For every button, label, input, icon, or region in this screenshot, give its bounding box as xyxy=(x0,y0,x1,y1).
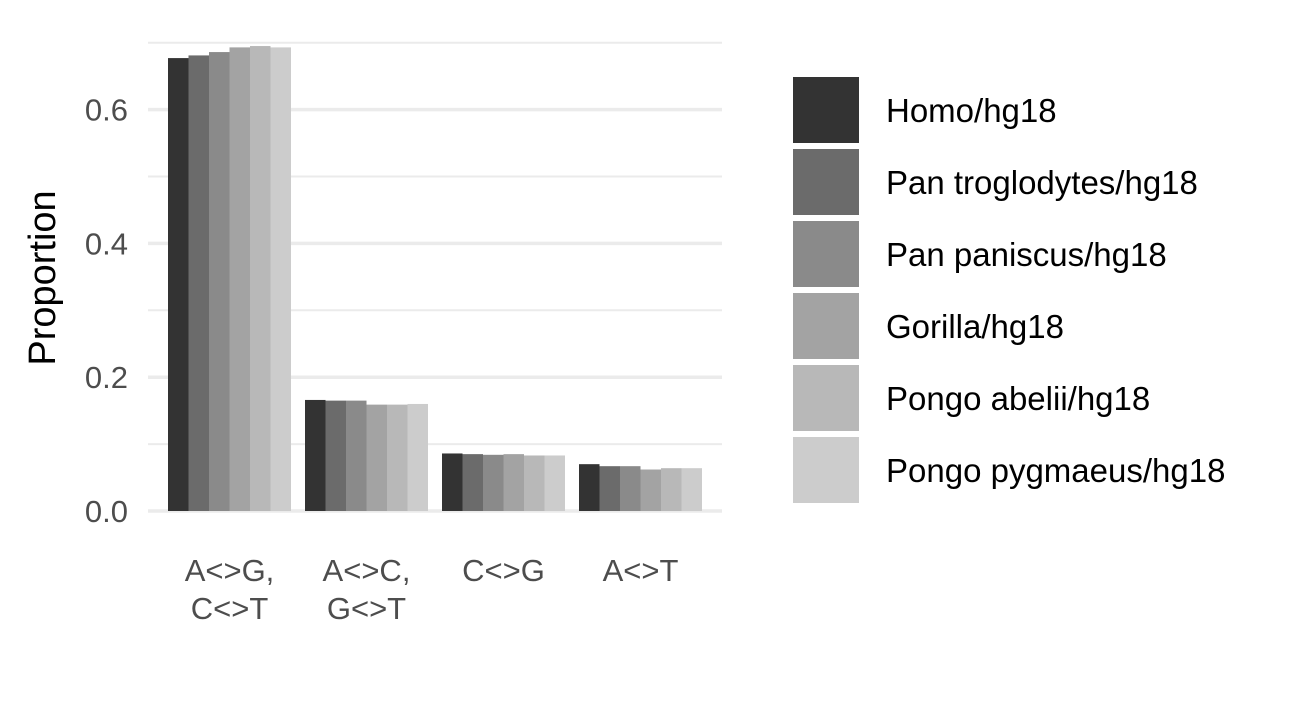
x-axis-ticks: A<>G,C<>T A<>C,G<>T C<>G A<>T xyxy=(185,553,679,626)
bar-2-category-1 xyxy=(188,55,209,511)
bar-6-category-2 xyxy=(407,403,428,511)
y-axis-title: Proportion xyxy=(22,190,64,365)
y-tick-label: 0.4 xyxy=(85,226,128,261)
legend-key xyxy=(793,77,859,143)
bar-1-category-1 xyxy=(168,58,189,511)
bar-1-category-2 xyxy=(305,399,326,511)
x-tick-label: A<>T xyxy=(603,553,679,588)
legend-label: Pan troglodytes/hg18 xyxy=(886,164,1198,201)
y-tick-label: 0.0 xyxy=(85,494,128,529)
bar-6-category-3 xyxy=(544,455,565,511)
legend-label: Pan paniscus/hg18 xyxy=(886,236,1167,273)
bar-4-category-3 xyxy=(503,454,524,511)
y-axis-ticks: 0.0 0.2 0.4 0.6 xyxy=(85,93,128,529)
bar-1-category-4 xyxy=(579,464,600,511)
legend: Homo/hg18 Pan troglodytes/hg18 Pan paniscu… xyxy=(793,77,1225,503)
legend-label: Gorilla/hg18 xyxy=(886,308,1064,345)
y-tick-label: 0.2 xyxy=(85,360,128,395)
bar-6-category-1 xyxy=(270,47,291,512)
bar-1-category-3 xyxy=(442,453,463,511)
legend-key xyxy=(793,221,859,287)
bar-2-category-4 xyxy=(599,466,620,511)
x-tick-label: C<>G xyxy=(462,553,545,588)
bar-4-category-2 xyxy=(366,404,387,511)
legend-key xyxy=(793,293,859,359)
legend-key xyxy=(793,437,859,503)
bar-6-category-4 xyxy=(681,468,702,511)
bars xyxy=(168,46,702,512)
x-tick-label: C<>T xyxy=(191,591,269,626)
bar-5-category-3 xyxy=(524,455,545,511)
x-tick-label: A<>G, xyxy=(185,553,275,588)
bar-5-category-2 xyxy=(387,404,408,511)
bar-3-category-1 xyxy=(209,52,230,511)
legend-label: Homo/hg18 xyxy=(886,92,1057,129)
bar-2-category-2 xyxy=(325,400,346,511)
legend-label: Pongo pygmaeus/hg18 xyxy=(886,452,1225,489)
bar-2-category-3 xyxy=(462,454,483,511)
bar-4-category-4 xyxy=(640,469,661,511)
bar-5-category-1 xyxy=(250,46,271,512)
x-tick-label: G<>T xyxy=(327,591,406,626)
legend-key xyxy=(793,149,859,215)
bar-4-category-1 xyxy=(229,47,250,512)
legend-key xyxy=(793,365,859,431)
bar-3-category-4 xyxy=(620,466,641,511)
bar-3-category-2 xyxy=(346,400,367,511)
legend-label: Pongo abelii/hg18 xyxy=(886,380,1150,417)
bar-5-category-4 xyxy=(661,468,682,511)
bar-3-category-3 xyxy=(483,454,504,511)
x-tick-label: A<>C, xyxy=(323,553,411,588)
y-tick-label: 0.6 xyxy=(85,93,128,128)
